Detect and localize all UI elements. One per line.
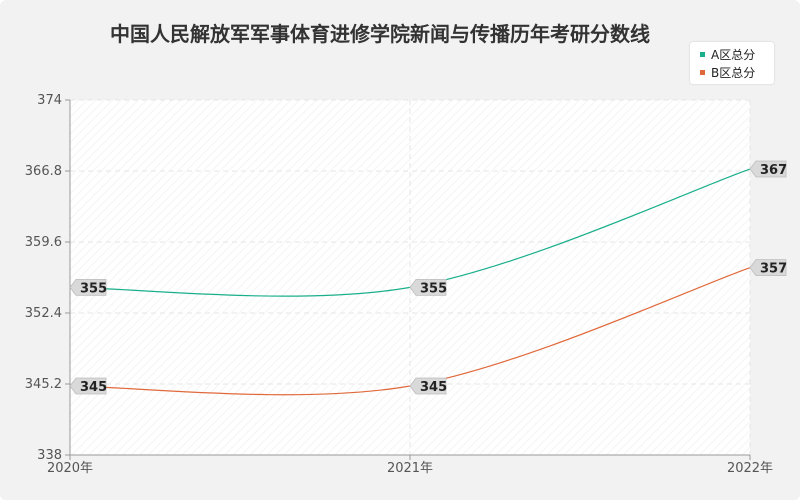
- data-label-text: 345: [420, 380, 447, 395]
- legend-label-a: A区总分: [711, 47, 756, 62]
- y-tick-label: 374: [37, 93, 62, 108]
- data-label-tag: [409, 278, 447, 296]
- y-tick-label: 345.2: [25, 377, 62, 392]
- data-label: 355: [69, 278, 107, 296]
- x-tick-label: 2022年: [727, 461, 773, 476]
- x-tick-label: 2021年: [387, 461, 433, 476]
- legend: A区总分 B区总分: [690, 42, 774, 84]
- x-tick-label: 2020年: [47, 461, 93, 476]
- data-label: 367: [749, 160, 787, 178]
- chart-title: 中国人民解放军军事体育进修学院新闻与传播历年考研分数线: [110, 22, 650, 46]
- legend-item-a[interactable]: A区总分: [700, 46, 755, 62]
- data-label: 345: [69, 377, 107, 395]
- y-tick-label: 338: [37, 448, 62, 463]
- data-label: 355: [409, 278, 447, 296]
- data-label: 345: [409, 377, 447, 395]
- data-label-text: 367: [760, 163, 787, 178]
- data-label-text: 355: [420, 281, 447, 296]
- y-tick-label: 366.8: [25, 164, 62, 179]
- data-label-text: 355: [80, 281, 107, 296]
- data-label-tag: [749, 259, 787, 277]
- data-label-tag: [749, 160, 787, 178]
- legend-item-b[interactable]: B区总分: [700, 64, 755, 80]
- data-labels: 355 355 367 345 345 357: [69, 160, 787, 395]
- data-label-tag: [69, 377, 107, 395]
- data-label-text: 357: [760, 262, 787, 277]
- y-tick-label: 352.4: [25, 306, 62, 321]
- data-label: 357: [749, 259, 787, 277]
- legend-label-b: B区总分: [711, 65, 756, 80]
- data-label-tag: [69, 278, 107, 296]
- plot-background: [70, 100, 750, 455]
- y-tick-label: 359.6: [25, 235, 62, 250]
- legend-swatch-b: [700, 69, 705, 75]
- data-label-text: 345: [80, 380, 107, 395]
- data-label-tag: [409, 377, 447, 395]
- legend-swatch-a: [700, 51, 705, 57]
